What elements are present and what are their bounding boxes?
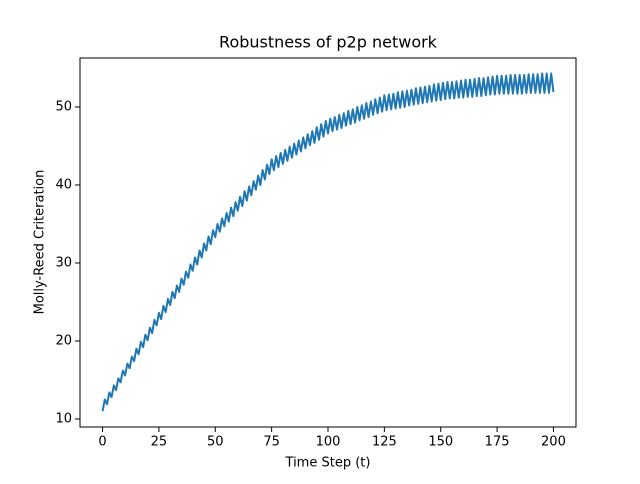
y-tick-label: 10 (55, 411, 72, 426)
y-tick-label: 30 (55, 255, 72, 270)
plot-frame (79, 57, 577, 428)
x-tick-label: 125 (372, 435, 397, 450)
x-tick-label: 50 (207, 435, 224, 450)
x-axis-label: Time Step (t) (285, 456, 371, 471)
y-tick-label: 50 (55, 99, 72, 114)
x-tick-label: 150 (428, 435, 453, 450)
chart-title: Robustness of p2p network (219, 33, 438, 52)
y-tick-label: 40 (55, 177, 72, 192)
x-tick-label: 0 (98, 435, 106, 450)
x-tick-label: 100 (316, 435, 341, 450)
y-tick-label: 20 (55, 333, 72, 348)
x-tick-label: 200 (541, 435, 566, 450)
x-tick-label: 175 (485, 435, 510, 450)
x-tick-label: 25 (151, 435, 168, 450)
x-tick-label: 75 (263, 435, 280, 450)
data-line (101, 72, 555, 412)
y-axis-label: Molly-Reed Criteration (33, 170, 48, 315)
